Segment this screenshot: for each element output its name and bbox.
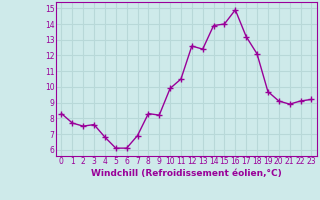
X-axis label: Windchill (Refroidissement éolien,°C): Windchill (Refroidissement éolien,°C)	[91, 169, 282, 178]
